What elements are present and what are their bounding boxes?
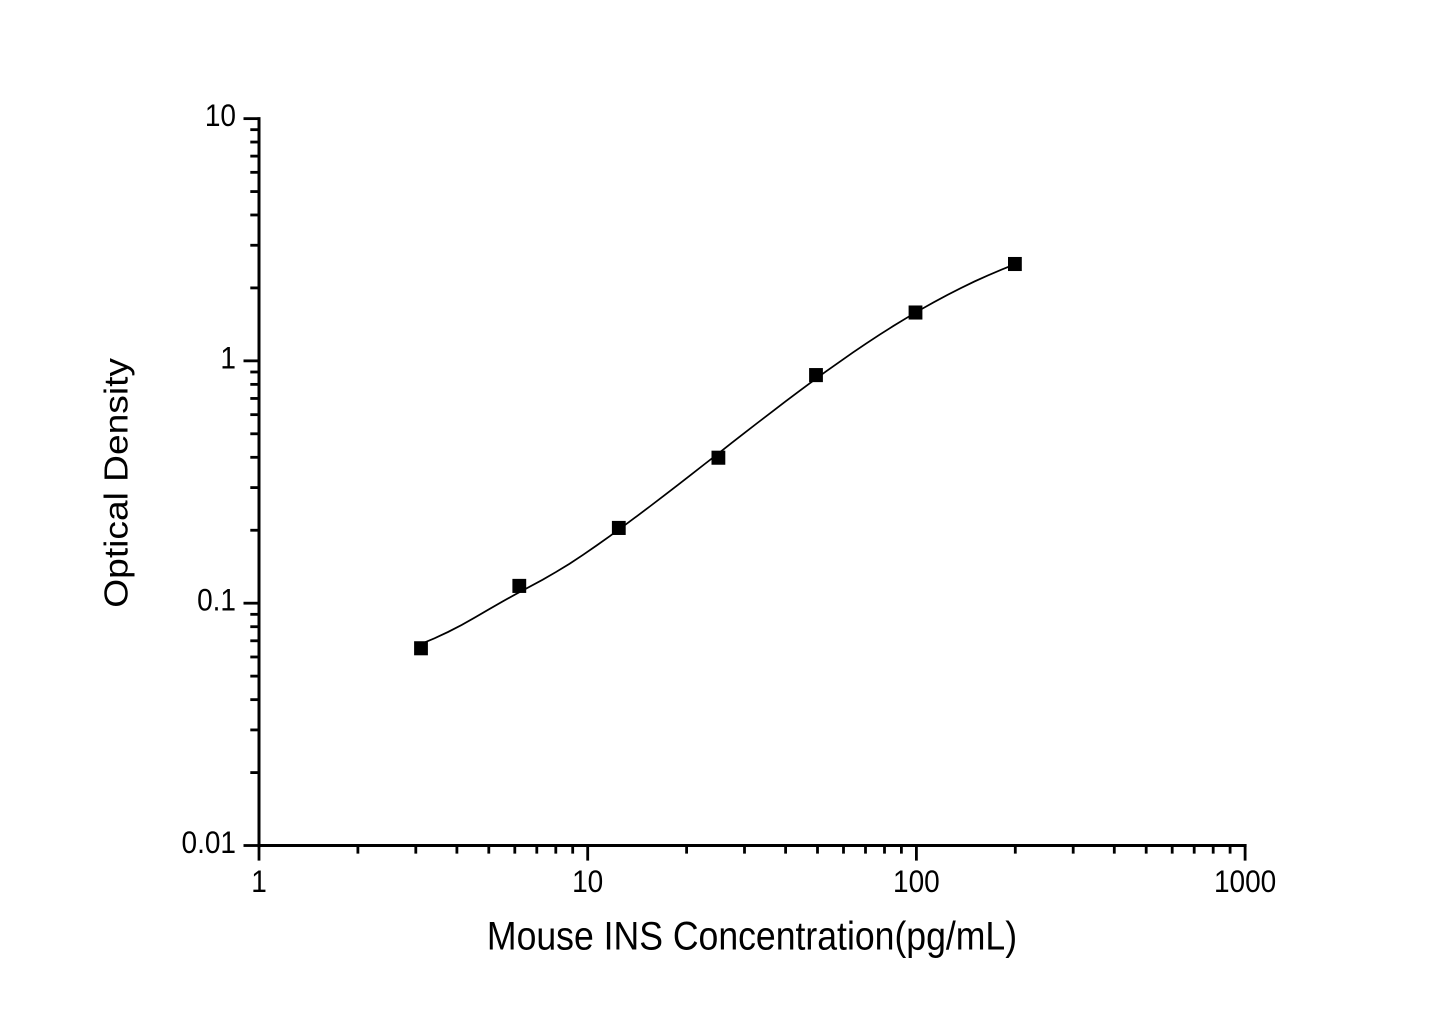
svg-text:10: 10 [572,865,603,900]
svg-text:1000: 1000 [1214,865,1276,900]
svg-text:Optical Density: Optical Density [99,358,136,608]
svg-text:10: 10 [205,99,236,134]
svg-text:Mouse INS Concentration(pg/mL): Mouse INS Concentration(pg/mL) [487,915,1017,959]
svg-text:0.01: 0.01 [182,826,236,861]
svg-text:1: 1 [251,865,267,900]
svg-text:1: 1 [220,341,236,376]
svg-text:0.1: 0.1 [197,583,236,618]
svg-text:100: 100 [893,865,940,900]
